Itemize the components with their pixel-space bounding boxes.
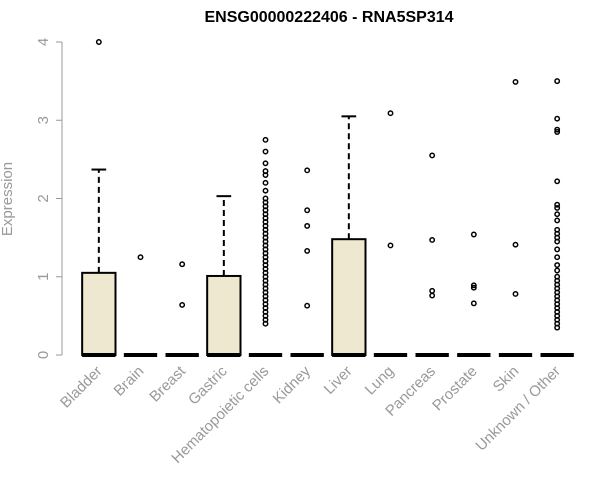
box-pancreas (415, 152, 449, 357)
outlier-point (262, 172, 269, 178)
outlier-point (470, 300, 477, 307)
box-hematopoietic-cells (248, 136, 283, 357)
x-tick-label: Brain (111, 363, 148, 400)
outlier-point (554, 324, 561, 331)
outlier-point (470, 284, 477, 291)
outlier-point (387, 110, 394, 117)
box-brain (123, 254, 158, 357)
box-kidney (290, 167, 324, 357)
outlier-point (137, 254, 144, 261)
box-body (206, 274, 242, 356)
box-breast (165, 261, 199, 357)
y-tick-label: 4 (35, 38, 52, 46)
outlier-point (554, 254, 561, 261)
outlier-point (262, 136, 269, 143)
box-lung (373, 110, 408, 357)
outlier-point (554, 262, 561, 268)
outlier-point (262, 187, 269, 194)
x-tick-label: Kidney (270, 362, 315, 407)
outlier-point (304, 302, 311, 309)
outlier-point (554, 126, 561, 133)
outlier-point (512, 291, 519, 297)
outlier-point (554, 178, 561, 185)
box-body (81, 271, 117, 356)
outlier-point (304, 167, 311, 174)
y-tick-label: 3 (35, 116, 52, 124)
outlier-point (512, 78, 519, 85)
outlier-point (429, 292, 436, 299)
outlier-point (262, 160, 269, 167)
box-bladder (81, 39, 117, 357)
box-skin (498, 78, 533, 357)
y-tick-label: 1 (35, 273, 52, 281)
chart-title: ENSG00000222406 - RNA5SP314 (204, 9, 453, 26)
outlier-point (179, 261, 186, 268)
y-axis: 0 1 2 3 4 (35, 38, 63, 359)
box-liver (331, 115, 367, 357)
y-tick-label: 0 (35, 351, 52, 359)
outlier-point (554, 78, 561, 85)
outlier-point (554, 115, 561, 122)
box-unknown-other (540, 78, 574, 357)
x-tick-label: Lung (362, 363, 398, 399)
outlier-point (554, 204, 561, 211)
y-axis-label: Expression (0, 162, 16, 236)
outlier-point (387, 242, 394, 249)
outlier-point (554, 211, 561, 218)
box-gastric (206, 195, 242, 357)
box-prostate (457, 231, 491, 357)
box-body (331, 238, 367, 356)
outlier-point (554, 129, 561, 135)
x-tick-label: Breast (146, 362, 189, 405)
outlier-point (262, 179, 269, 186)
outlier-point (304, 247, 311, 254)
x-tick-label: Bladder (57, 363, 106, 412)
outlier-point (512, 241, 519, 248)
x-tick-label: Liver (321, 363, 356, 398)
x-tick-label: Prostate (429, 363, 481, 415)
outlier-point (429, 287, 436, 294)
boxes-group (81, 39, 574, 357)
outlier-point (304, 222, 311, 229)
outlier-point (554, 201, 561, 208)
outlier-point (179, 301, 186, 308)
outlier-point (470, 231, 477, 238)
outlier-point (429, 237, 436, 243)
outlier-point (262, 148, 269, 155)
outlier-point (554, 267, 561, 274)
outlier-point (554, 217, 561, 224)
outlier-point (554, 246, 561, 253)
outlier-point (470, 282, 477, 289)
outlier-point (304, 207, 311, 214)
x-tick-label: Skin (490, 363, 523, 396)
y-tick-label: 2 (35, 194, 52, 202)
outlier-point (429, 152, 436, 159)
outlier-point (262, 320, 269, 327)
outlier-point (95, 39, 102, 45)
outlier-point (554, 238, 561, 245)
